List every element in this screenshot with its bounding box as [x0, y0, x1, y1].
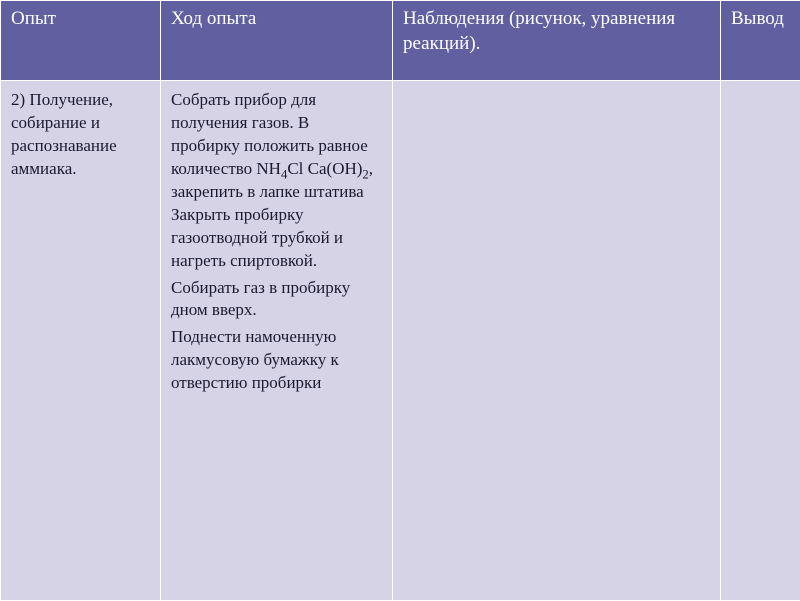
header-procedure: Ход опыта [161, 1, 393, 81]
header-observations: Наблюдения (рисунок, уравнения реакций). [393, 1, 721, 81]
cell-experiment: 2) Получение, собирание и распознавание … [1, 81, 161, 601]
procedure-paragraph-1: Собрать прибор для получения газов. В пр… [171, 89, 382, 273]
header-conclusion: Вывод [721, 1, 800, 81]
procedure-text-1b: Cl Ca(OH) [287, 159, 362, 178]
table-header-row: Опыт Ход опыта Наблюдения (рисунок, урав… [1, 1, 800, 81]
cell-observations-a [393, 81, 721, 601]
header-experiment: Опыт [1, 1, 161, 81]
cell-observations-b [721, 81, 800, 601]
procedure-paragraph-3: Поднести намоченную лакмусовую бумажку к… [171, 326, 382, 395]
table-body-row: 2) Получение, собирание и распознавание … [1, 81, 800, 601]
experiment-table: Опыт Ход опыта Наблюдения (рисунок, урав… [0, 0, 800, 601]
cell-procedure: Собрать прибор для получения газов. В пр… [161, 81, 393, 601]
procedure-paragraph-2: Собирать газ в пробирку дном вверх. [171, 277, 382, 323]
